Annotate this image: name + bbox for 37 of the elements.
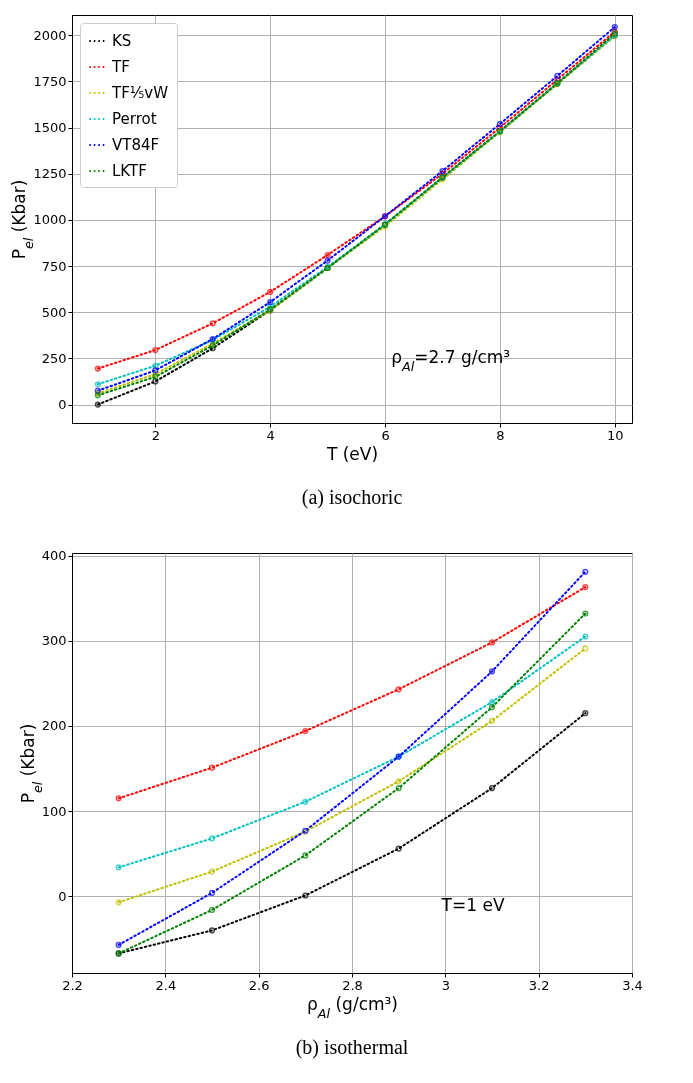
x-tick-label: 3.4 <box>622 977 643 993</box>
x-tick-label: 2 <box>151 427 160 443</box>
x-tick-label: 2.8 <box>342 977 363 993</box>
x-tick-label: 8 <box>496 427 505 443</box>
annotation: T=1 eV <box>440 894 505 915</box>
x-tick-label: 2.2 <box>62 977 83 993</box>
legend-label: KS <box>112 32 132 50</box>
legend-label: Perrot <box>112 110 157 128</box>
x-tick-label: 6 <box>381 427 390 443</box>
legend-label: LKTF <box>112 162 147 180</box>
y-tick-label: 2000 <box>33 27 67 43</box>
text: (b) isothermal <box>295 1036 409 1059</box>
y-tick-label: 250 <box>41 350 67 366</box>
x-tick-label: 3 <box>441 977 450 993</box>
y-tick-label: 0 <box>58 888 67 904</box>
y-tick-label: 500 <box>41 304 67 320</box>
x-tick-label: 2.4 <box>155 977 177 993</box>
x-tick-label: 10 <box>607 427 624 443</box>
y-tick-label: 1750 <box>33 73 67 89</box>
y-tick-label: 400 <box>41 548 67 564</box>
x-axis-title: ρ$_{Al}$ (g/cm³) <box>307 993 398 1020</box>
y-tick-label: 750 <box>41 258 67 274</box>
text: (a) isochoric <box>301 486 403 509</box>
x-tick-label: 3.2 <box>528 977 550 993</box>
y-tick-label: 0 <box>58 397 67 413</box>
legend-label: VT84F <box>112 136 160 154</box>
y-tick-label: 300 <box>41 633 67 649</box>
x-tick-label: 2.6 <box>248 977 270 993</box>
annotation: ρ$_{Al}$=2.7 g/cm³ <box>391 346 511 374</box>
legend-label: TF <box>111 58 130 76</box>
x-axis-title: T (eV) <box>325 443 379 464</box>
legend-label: TF⅕vW <box>111 84 169 102</box>
y-tick-label: 1000 <box>33 212 67 228</box>
x-tick-label: 4 <box>266 427 275 443</box>
y-tick-label: 1500 <box>33 120 67 136</box>
y-tick-label: 1250 <box>33 166 67 182</box>
y-tick-label: 100 <box>41 803 67 819</box>
